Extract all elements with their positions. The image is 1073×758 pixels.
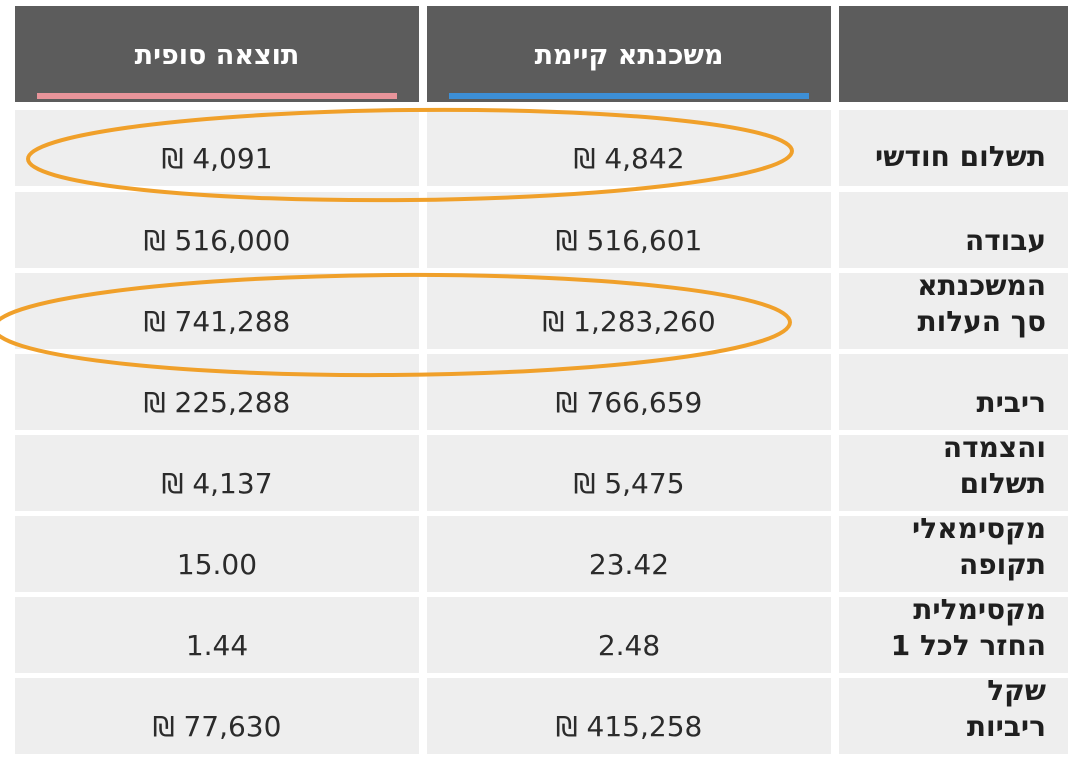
row-label-line1: תשלום חודשי (875, 140, 1046, 173)
value-final: 741,288 ₪ (143, 305, 291, 338)
value-current: 5,475 ₪ (573, 467, 685, 500)
row-label: המשכנתא סך העלות (839, 269, 1068, 349)
row-label-line2: תשלום (959, 467, 1046, 500)
row-label-line2: החזר לכל 1 (890, 629, 1046, 662)
table-cell: 4,137 ₪ (15, 435, 419, 511)
row-label-line1: והצמדה (942, 431, 1046, 464)
value-final: 77,630 ₪ (152, 710, 282, 743)
row-label: מקסימאלי תקופה (839, 512, 1068, 592)
table-cell: 1.44 (15, 597, 419, 673)
table-cell: 516,000 ₪ (15, 192, 419, 268)
row-label-line1: שקל (987, 674, 1046, 707)
value-final: 4,091 ₪ (161, 142, 273, 175)
table-cell: 766,659 ₪ (427, 354, 831, 430)
value-final: 225,288 ₪ (143, 386, 291, 419)
table-cell: 23.42 (427, 516, 831, 592)
row-label-line1: מקסימאלי (912, 512, 1046, 545)
value-current: 2.48 (597, 629, 661, 662)
table-cell: 415,258 ₪ (427, 678, 831, 754)
table-cell: 4,091 ₪ (15, 110, 419, 186)
table-cell: 516,601 ₪ (427, 192, 831, 268)
table-cell: 741,288 ₪ (15, 273, 419, 349)
final-result-underline (37, 93, 397, 99)
row-label-line2: עבודה (964, 224, 1046, 257)
row-label-line1: מקסימלית (913, 593, 1046, 626)
row-label: תשלום חודשי (839, 110, 1068, 186)
header-final-result: תוצאה סופית (15, 6, 419, 102)
value-current: 415,258 ₪ (555, 710, 703, 743)
row-label: ריבית (839, 354, 1068, 430)
row-label: שקל ריביות (839, 674, 1068, 754)
row-label-line2: ריביות (966, 710, 1046, 743)
value-final: 1.44 (185, 629, 249, 662)
row-label: מקסימלית החזר לכל 1 (839, 593, 1068, 673)
row-label-line2: תקופה (958, 548, 1046, 581)
value-current: 4,842 ₪ (573, 142, 685, 175)
value-current: 516,601 ₪ (555, 224, 703, 257)
table-cell: 225,288 ₪ (15, 354, 419, 430)
value-current: 766,659 ₪ (555, 386, 703, 419)
header-final-result-label: תוצאה סופית (134, 40, 300, 71)
header-current-mortgage-label: משכנתא קיימת (534, 40, 724, 71)
header-current-mortgage: משכנתא קיימת (427, 6, 831, 102)
row-label-line1: המשכנתא (917, 269, 1046, 302)
value-current: 1,283,260 ₪ (542, 305, 716, 338)
table-cell: 4,842 ₪ (427, 110, 831, 186)
table-cell: 1,283,260 ₪ (427, 273, 831, 349)
value-final: 516,000 ₪ (143, 224, 291, 257)
table-cell: 77,630 ₪ (15, 678, 419, 754)
value-current: 23.42 (588, 548, 670, 581)
row-label: עבודה (839, 192, 1068, 268)
row-label: והצמדה תשלום (839, 431, 1068, 511)
table-cell: 2.48 (427, 597, 831, 673)
value-final: 15.00 (176, 548, 258, 581)
table-cell: 5,475 ₪ (427, 435, 831, 511)
current-mortgage-underline (449, 93, 809, 99)
row-label-line2: סך העלות (917, 305, 1046, 338)
value-final: 4,137 ₪ (161, 467, 273, 500)
header-blank (839, 6, 1068, 102)
row-label-line2: ריבית (976, 386, 1046, 419)
table-cell: 15.00 (15, 516, 419, 592)
